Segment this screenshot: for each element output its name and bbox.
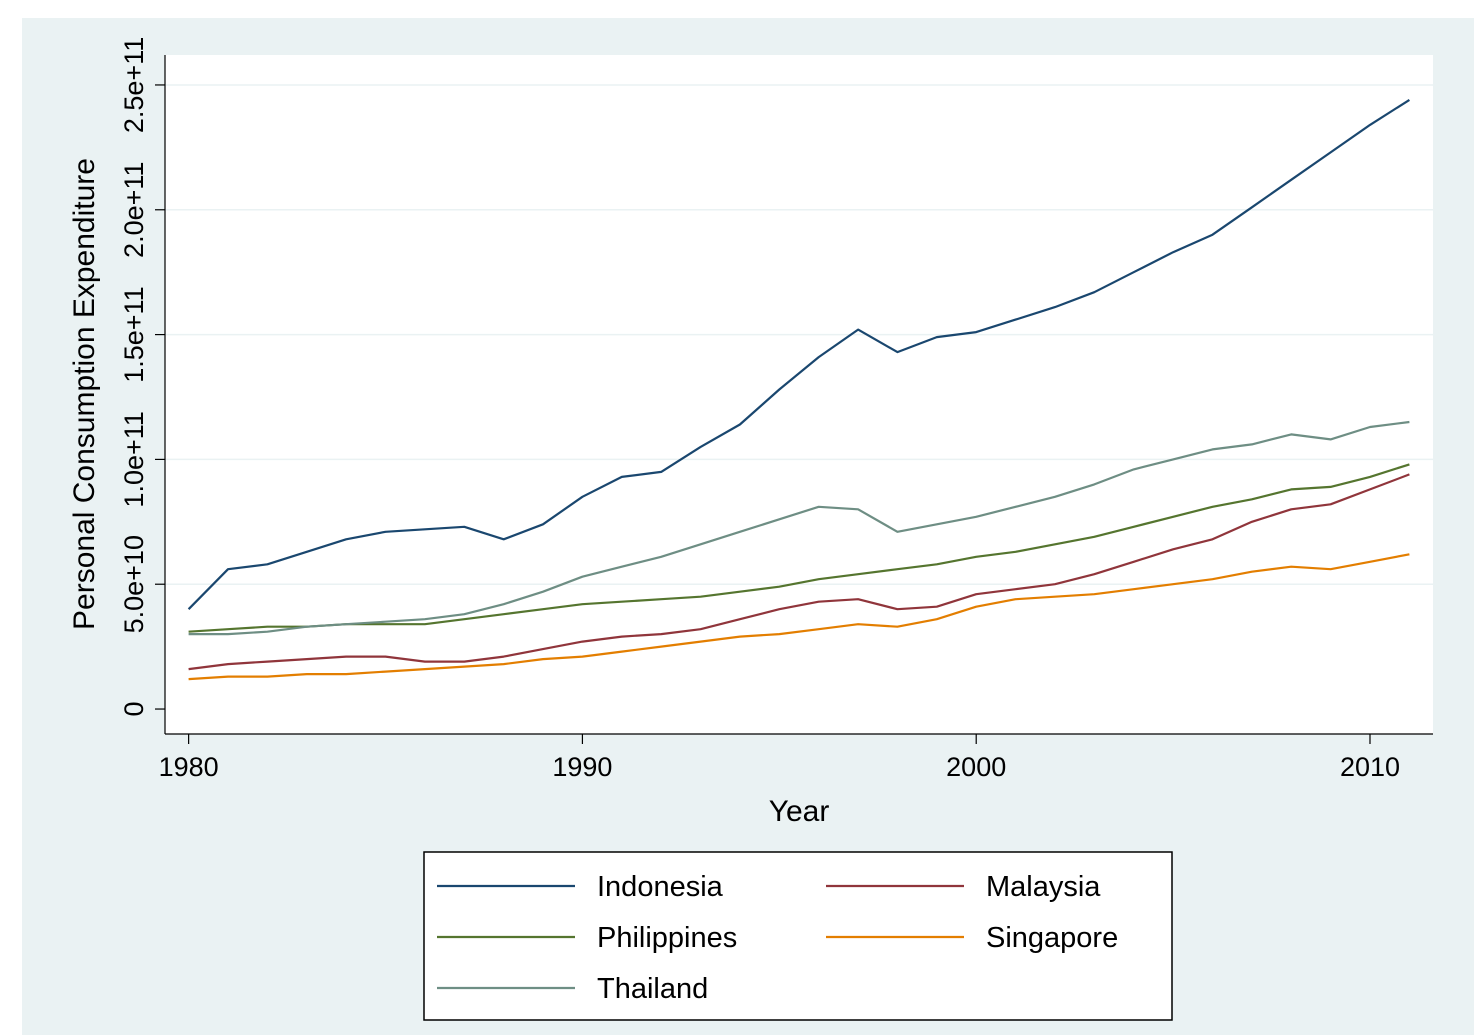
y-axis-title: Personal Consumption Expenditure bbox=[68, 158, 101, 630]
y-tick-label: 1.5e+11 bbox=[119, 286, 149, 382]
legend-item-singapore: Singapore bbox=[826, 922, 1118, 954]
legend-item-philippines: Philippines bbox=[437, 922, 737, 954]
legend: Indonesia Malaysia Philippines Singapore Tha… bbox=[437, 871, 1118, 1005]
y-axis-ticks: 0 5.0e+10 1.0e+11 1.5e+11 2.0e+11 2.5e+11 bbox=[119, 37, 165, 717]
series-line-malaysia bbox=[188, 473, 1410, 671]
x-tick-label: 1990 bbox=[552, 752, 612, 782]
legend-label: Thailand bbox=[597, 973, 708, 1005]
legend-item-thailand: Thailand bbox=[437, 973, 708, 1005]
x-tick-label: 1980 bbox=[159, 752, 219, 782]
y-tick-label: 5.0e+10 bbox=[119, 535, 149, 633]
y-tick-label: 2.5e+11 bbox=[119, 37, 149, 133]
series-line-philippines bbox=[188, 463, 1410, 633]
legend-item-indonesia: Indonesia bbox=[437, 871, 724, 903]
gridlines bbox=[165, 84, 1433, 585]
y-tick-label: 2.0e+11 bbox=[119, 162, 149, 258]
x-axis-title: Year bbox=[769, 795, 830, 828]
y-tick-label: 1.0e+11 bbox=[119, 411, 149, 507]
legend-item-malaysia: Malaysia bbox=[826, 871, 1101, 903]
series-line-singapore bbox=[188, 553, 1410, 681]
legend-label: Malaysia bbox=[986, 871, 1101, 903]
legend-label: Philippines bbox=[597, 922, 737, 954]
y-tick-label: 0 bbox=[119, 702, 149, 717]
series-line-thailand bbox=[188, 420, 1410, 636]
x-tick-label: 2010 bbox=[1340, 752, 1400, 782]
series-line-indonesia bbox=[187, 98, 1410, 610]
series-lines bbox=[187, 98, 1410, 681]
x-axis-ticks: 1980 1990 2000 2010 bbox=[159, 734, 1400, 782]
legend-label: Singapore bbox=[986, 922, 1118, 954]
legend-label: Indonesia bbox=[597, 871, 724, 903]
x-tick-label: 2000 bbox=[946, 752, 1006, 782]
plot-area bbox=[165, 55, 1433, 734]
